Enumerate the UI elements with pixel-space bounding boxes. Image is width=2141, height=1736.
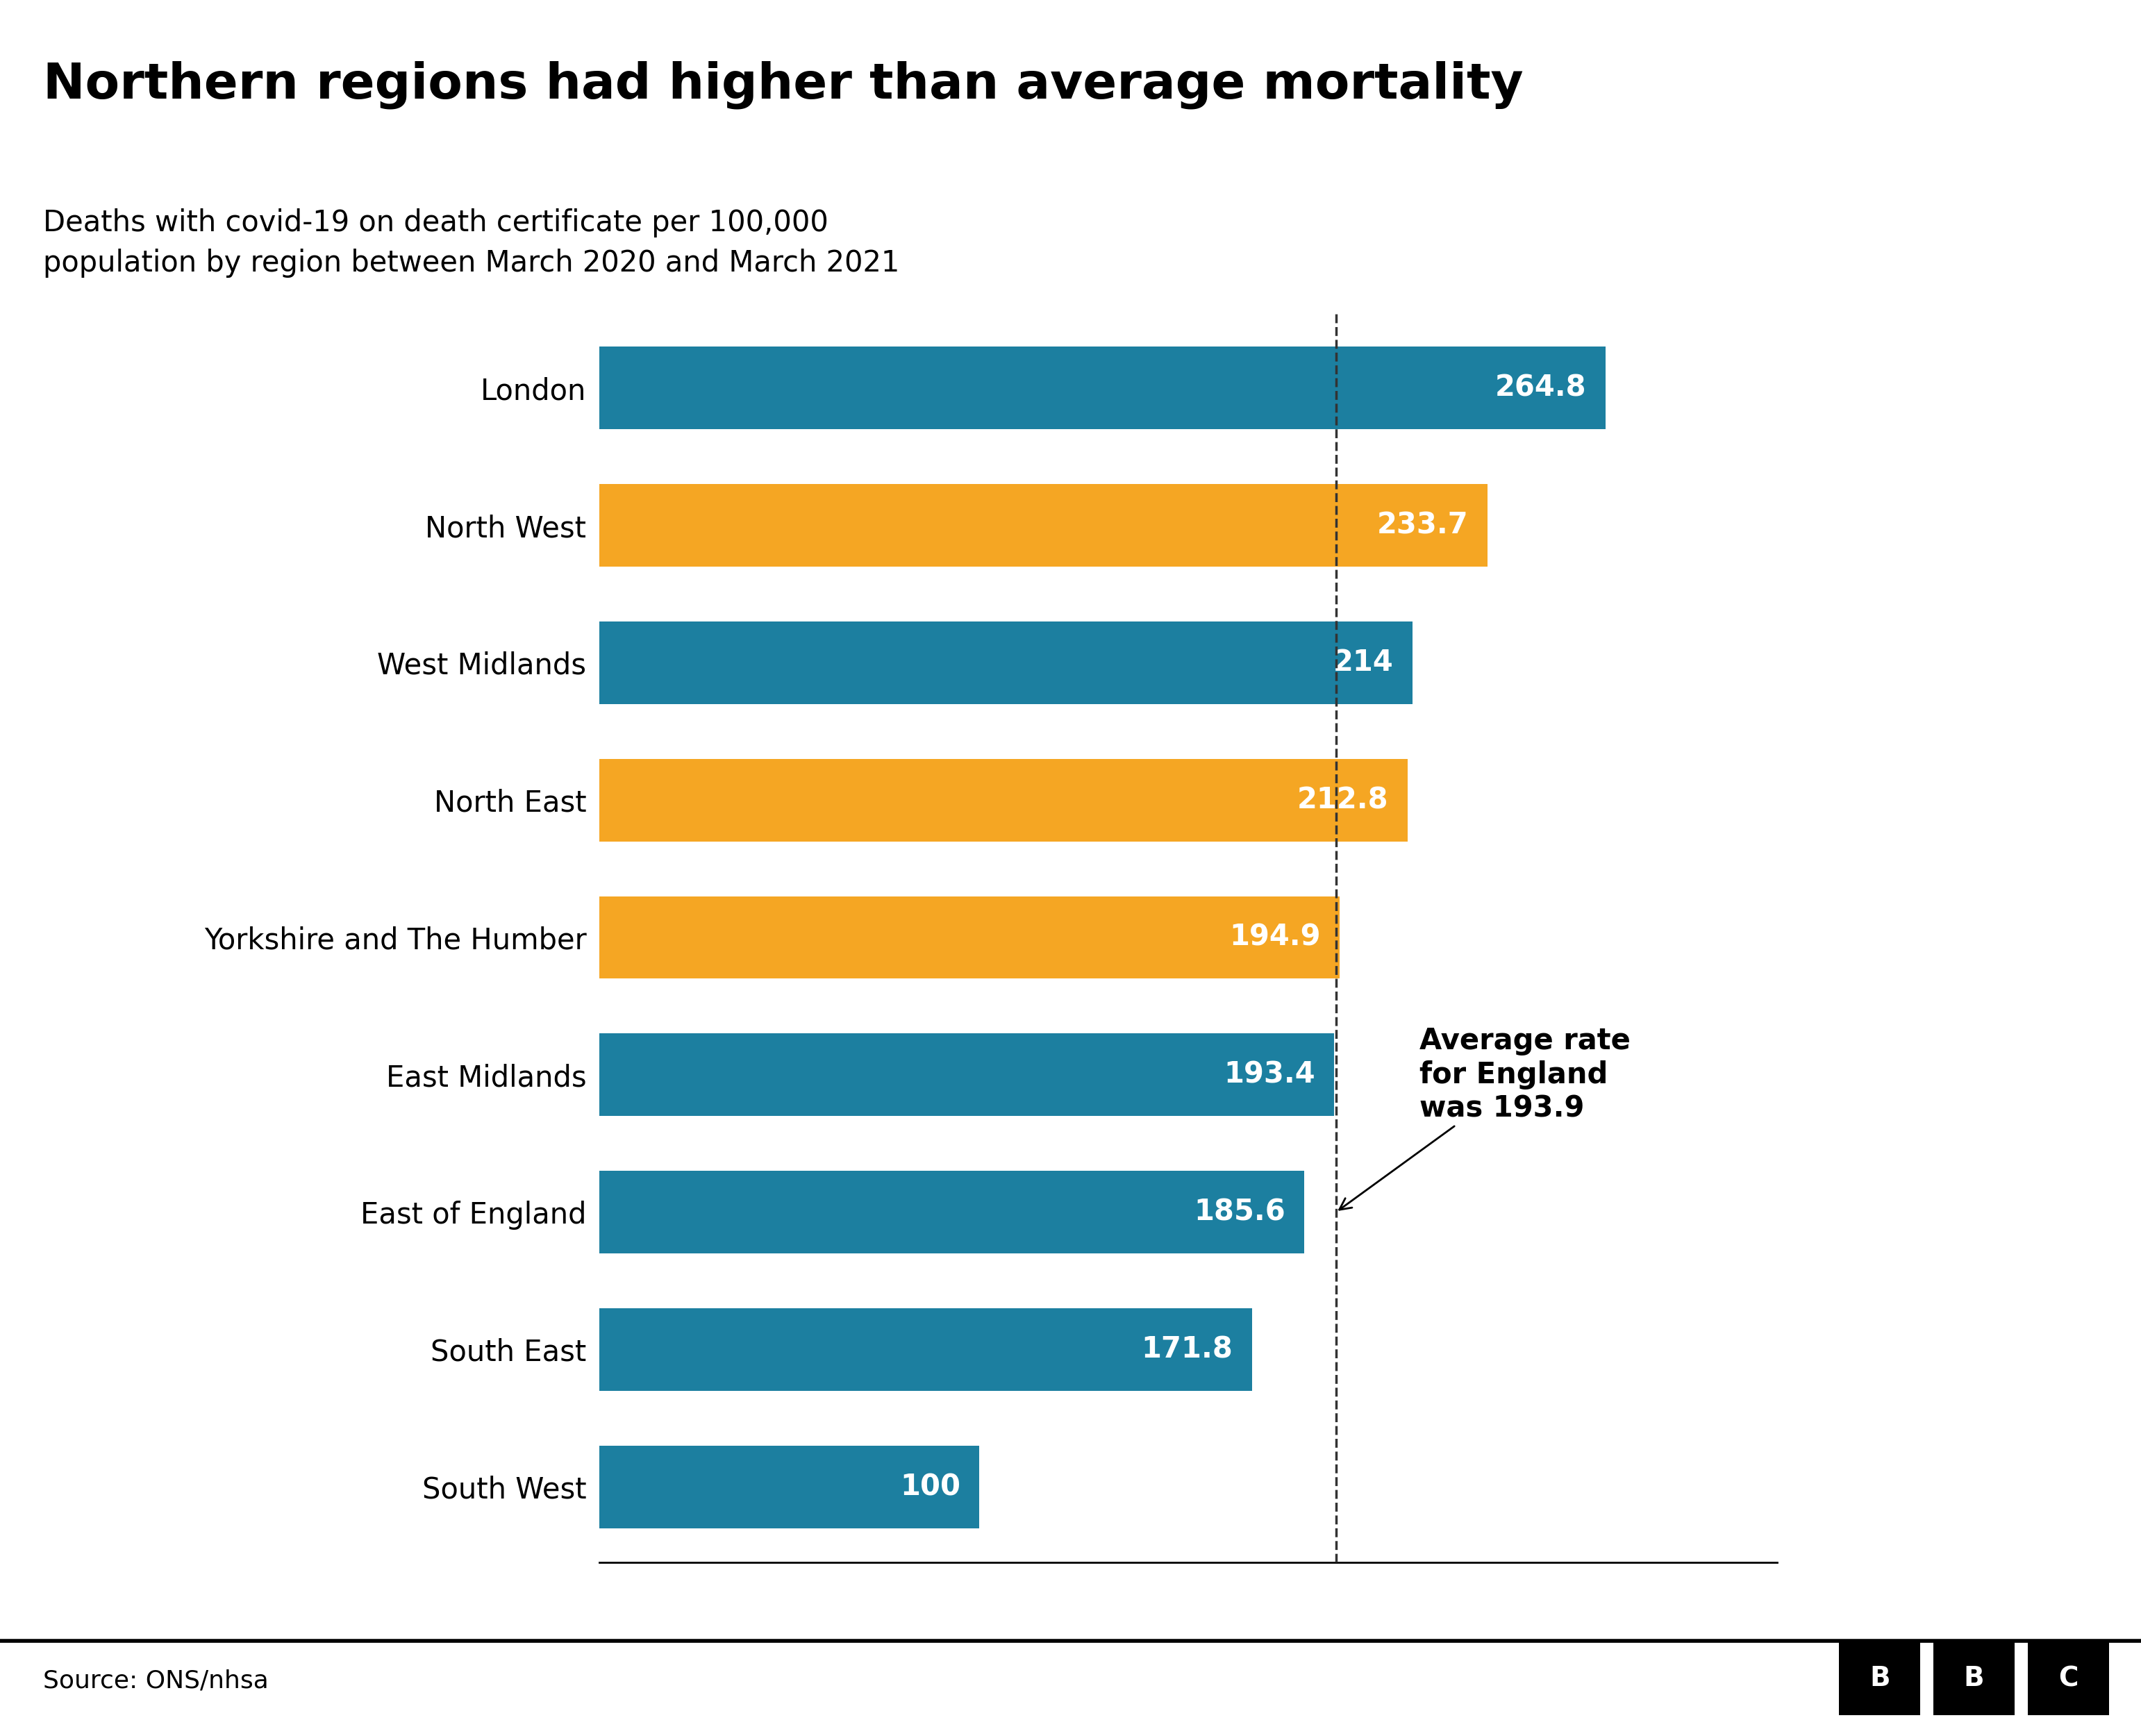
Text: 214: 214 [1334,648,1394,677]
Bar [599,621,1413,703]
Text: Average rate
for England
was 193.9: Average rate for England was 193.9 [1340,1026,1631,1210]
Text: 194.9: 194.9 [1229,924,1321,951]
Bar [599,1446,978,1528]
Text: Northern regions had higher than average mortality: Northern regions had higher than average… [43,61,1522,109]
Text: 233.7: 233.7 [1377,510,1469,540]
Bar [599,896,1340,979]
Text: 100: 100 [899,1472,961,1502]
Bar [599,484,1488,566]
Text: B: B [1869,1665,1891,1693]
Bar [599,1172,1304,1253]
Text: 212.8: 212.8 [1297,785,1390,814]
Bar [599,1309,1252,1391]
Bar [599,759,1409,842]
Bar [599,347,1606,429]
Text: C: C [2058,1665,2079,1693]
Text: 185.6: 185.6 [1195,1198,1285,1227]
Text: 193.4: 193.4 [1225,1061,1315,1090]
Text: 171.8: 171.8 [1141,1335,1233,1364]
Text: 264.8: 264.8 [1494,373,1586,403]
Text: Source: ONS/nhsa: Source: ONS/nhsa [43,1668,268,1693]
Text: B: B [1963,1665,1985,1693]
Bar [599,1033,1334,1116]
Text: Deaths with covid-19 on death certificate per 100,000
population by region betwe: Deaths with covid-19 on death certificat… [43,208,899,278]
